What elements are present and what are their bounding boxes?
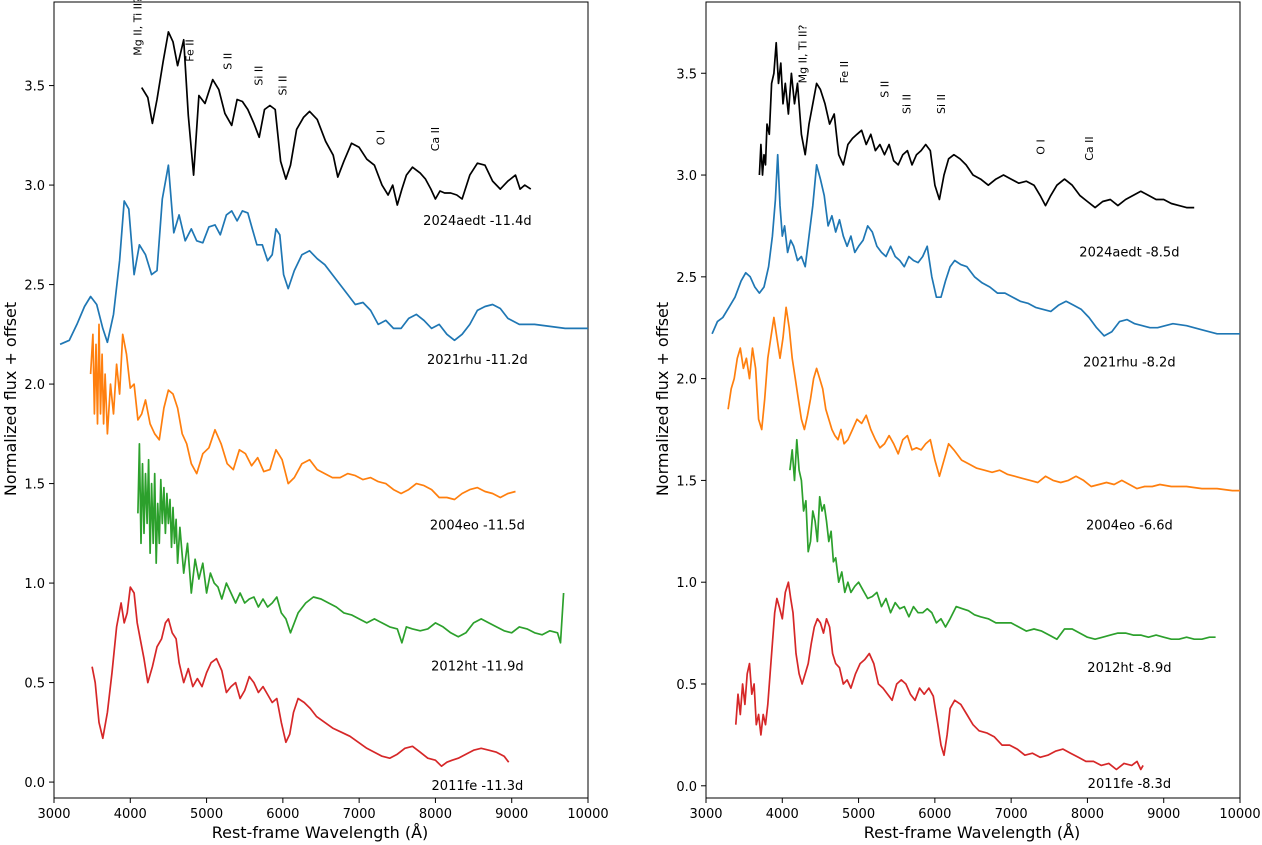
right-series-line-2024aedt xyxy=(758,41,1195,209)
right-series-label: 2011fe -8.3d xyxy=(1088,777,1171,792)
left-y-tick-label: 2.0 xyxy=(24,378,45,393)
right-x-axis-label: Rest-frame Wavelength (Å) xyxy=(864,823,1081,842)
right-y-tick-label: 2.0 xyxy=(676,373,697,388)
left-y-tick-label: 3.5 xyxy=(24,80,45,95)
left-line-annotation: Fe II xyxy=(184,39,197,61)
right-series-label: 2021rhu -8.2d xyxy=(1083,355,1175,370)
left-x-tick-label: 5000 xyxy=(190,807,223,822)
right-y-tick-label: 2.5 xyxy=(676,271,697,286)
left-x-tick-label: 6000 xyxy=(266,807,299,822)
right-line-annotation: Mg II, Ti II? xyxy=(797,25,810,84)
right-y-tick-label: 3.0 xyxy=(676,169,697,184)
right-x-tick-label: 10000 xyxy=(1219,807,1260,822)
left-panel: Normalized flux + offset Rest-frame Wave… xyxy=(1,0,609,842)
right-line-annotation: O I xyxy=(1035,139,1048,154)
right-x-tick-label: 6000 xyxy=(918,807,951,822)
left-line-annotation: Ca II xyxy=(429,127,442,151)
left-x-tick-label: 7000 xyxy=(343,807,376,822)
right-y-tick-label: 0.0 xyxy=(676,780,697,795)
right-line-annotation: Fe II xyxy=(838,61,851,83)
left-y-tick-label: 3.0 xyxy=(24,179,45,194)
left-line-annotation: S II xyxy=(222,53,235,70)
right-series-line-2021rhu xyxy=(711,153,1240,337)
right-line-annotation: Si II xyxy=(935,94,948,114)
right-x-tick-label: 5000 xyxy=(842,807,875,822)
right-y-tick-label: 3.5 xyxy=(676,67,697,82)
left-series-line-2012ht xyxy=(137,442,565,644)
left-series-label: 2021rhu -11.2d xyxy=(427,353,528,368)
right-x-tick-label: 7000 xyxy=(995,807,1028,822)
right-series-line-2004eo xyxy=(727,306,1240,492)
left-line-annotation: Si II xyxy=(252,66,265,86)
right-x-tick-label: 4000 xyxy=(766,807,799,822)
right-line-annotation: Ca II xyxy=(1083,136,1096,160)
left-x-tick-label: 9000 xyxy=(495,807,528,822)
right-panel: Normalized flux + offset Rest-frame Wave… xyxy=(653,1,1261,842)
right-series-label: 2012ht -8.9d xyxy=(1087,661,1171,676)
left-series-label: 2011fe -11.3d xyxy=(432,779,524,794)
left-series-label: 2012ht -11.9d xyxy=(431,660,523,675)
left-x-axis-label: Rest-frame Wavelength (Å) xyxy=(212,823,429,842)
left-series-line-2011fe xyxy=(91,586,510,768)
left-series-line-2024aedt xyxy=(140,31,532,206)
left-x-tick-label: 8000 xyxy=(419,807,452,822)
left-x-tick-label: 10000 xyxy=(567,807,608,822)
left-line-annotation: O I xyxy=(374,130,387,145)
right-line-annotation: S II xyxy=(878,81,891,98)
right-y-axis-label: Normalized flux + offset xyxy=(653,302,672,496)
right-y-tick-label: 1.5 xyxy=(676,474,697,489)
left-series-line-2004eo xyxy=(89,323,516,501)
left-y-tick-label: 1.0 xyxy=(24,577,45,592)
right-x-tick-label: 8000 xyxy=(1071,807,1104,822)
right-plot-frame xyxy=(705,1,1241,799)
left-series-line-2021rhu xyxy=(59,164,588,346)
left-plot-frame xyxy=(53,1,589,799)
right-y-tick-label: 1.0 xyxy=(676,576,697,591)
right-series-line-2012ht xyxy=(789,438,1216,641)
right-y-tick-label: 0.5 xyxy=(676,678,697,693)
left-line-annotation: Si II xyxy=(277,75,290,95)
left-series-label: 2024aedt -11.4d xyxy=(423,214,531,229)
left-y-tick-label: 2.5 xyxy=(24,279,45,294)
right-line-annotation: Si II xyxy=(900,94,913,114)
right-series-line-2011fe xyxy=(734,581,1144,771)
left-line-annotation: Mg II, Ti II? xyxy=(132,0,145,56)
right-x-tick-label: 3000 xyxy=(689,807,722,822)
left-y-tick-label: 0.5 xyxy=(24,677,45,692)
left-series-label: 2004eo -11.5d xyxy=(430,518,525,533)
right-series-label: 2024aedt -8.5d xyxy=(1079,245,1179,260)
left-y-tick-label: 1.5 xyxy=(24,478,45,493)
right-x-tick-label: 9000 xyxy=(1147,807,1180,822)
left-x-tick-label: 3000 xyxy=(37,807,70,822)
left-y-axis-label: Normalized flux + offset xyxy=(1,302,20,496)
left-x-tick-label: 4000 xyxy=(114,807,147,822)
right-series-label: 2004eo -6.6d xyxy=(1086,518,1173,533)
left-y-tick-label: 0.0 xyxy=(24,776,45,791)
